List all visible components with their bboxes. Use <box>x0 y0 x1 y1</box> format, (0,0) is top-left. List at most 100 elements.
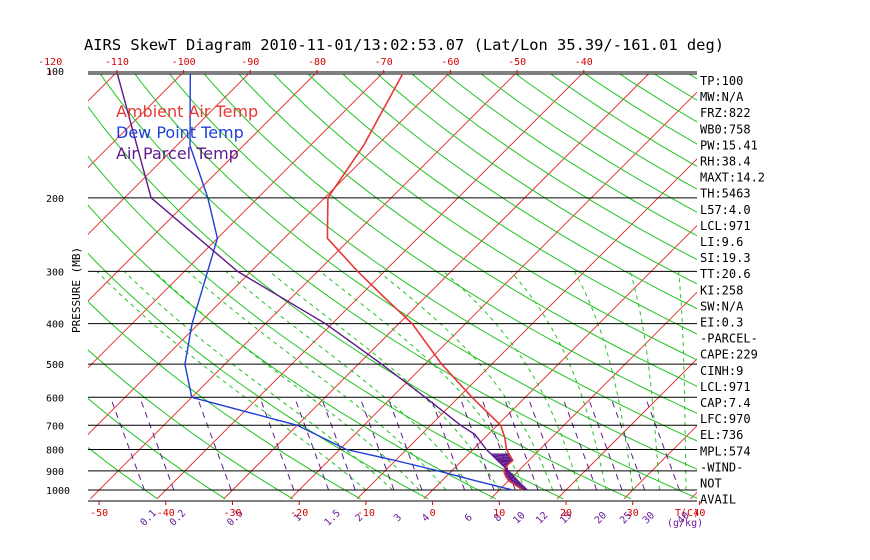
legend-item-dewpoint: Dew Point Temp <box>116 123 244 142</box>
mixing-ratio-line <box>259 397 295 491</box>
stability-index-item: RH:38.4 <box>700 155 751 169</box>
bottom-temp-tick-label: -10 <box>357 508 375 519</box>
stability-index-item: L57:4.0 <box>700 203 751 217</box>
mixing-ratio-line <box>320 397 356 491</box>
stability-index-item: NOT <box>700 477 722 491</box>
mixing-ratio-line <box>562 397 598 491</box>
dewpoint-line <box>184 74 513 491</box>
isotherm-line <box>0 53 3 499</box>
bottom-temp-tick-label: -30 <box>223 508 241 519</box>
bottom-temp-tick-label: 10 <box>493 508 505 519</box>
stability-index-item: SI:19.3 <box>700 251 751 265</box>
isotherm-line <box>356 158 697 500</box>
dry-adiabat-line <box>88 252 429 500</box>
isotherm-line <box>89 74 516 500</box>
mixing-ratio-tick-label: 1.5 <box>322 508 343 529</box>
dry-adiabat-line <box>88 105 632 500</box>
bottom-temp-unit: T(C) <box>675 508 699 519</box>
mixing-ratio-line <box>387 397 423 491</box>
stability-index-item: TP:100 <box>700 74 743 88</box>
mixing-ratio-tick-label: 6 <box>463 512 475 524</box>
moist-adiabat-line <box>629 271 660 491</box>
isotherm-line <box>88 74 316 302</box>
mixing-ratio-tick-label: 10 <box>511 510 527 526</box>
stability-index-item: EI:0.3 <box>700 316 743 330</box>
stability-index-item: MW:N/A <box>700 90 744 104</box>
bottom-temp-tick-label: -50 <box>90 508 108 519</box>
top-temp-tick-label: -110 <box>105 57 129 68</box>
ambient-temp-line <box>326 74 524 491</box>
dry-adiabat-line <box>88 446 158 500</box>
pressure-tick-label: 800 <box>46 445 64 456</box>
dry-adiabat-line <box>376 74 697 285</box>
top-temp-tick-label: -50 <box>508 57 526 68</box>
moist-adiabat-line <box>319 271 527 491</box>
mixing-ratio-line <box>139 397 175 491</box>
mixing-ratio-line <box>294 397 330 491</box>
pressure-tick-label: 900 <box>46 467 64 478</box>
moist-adiabat-line <box>225 271 474 491</box>
mixing-ratio-line <box>459 397 495 491</box>
stability-index-item: CAPE:229 <box>700 348 758 362</box>
isotherm-line <box>88 74 450 436</box>
dry-adiabat-line <box>446 74 697 237</box>
isotherm-line <box>88 74 183 169</box>
mixing-ratio-line <box>610 397 646 491</box>
mixing-ratio-tick-label: 12 <box>534 510 550 526</box>
stability-index-item: CAP:7.4 <box>700 396 751 410</box>
cape-hatch-diagonal <box>507 476 515 480</box>
stability-index-item: -WIND- <box>700 460 743 474</box>
isotherm-line <box>824 53 870 499</box>
isotherm-line <box>556 358 697 500</box>
dry-adiabat-line <box>273 74 697 361</box>
cape-hatch-diagonal <box>493 453 510 458</box>
bottom-temp-tick-label: -20 <box>290 508 308 519</box>
mixing-ratio-line <box>359 397 395 491</box>
dry-adiabat-line <box>688 74 697 80</box>
moist-adiabat-line <box>153 271 420 491</box>
moist-adiabat-line <box>573 271 634 491</box>
isotherm-line <box>757 53 870 499</box>
pressure-tick-label: 200 <box>46 194 64 205</box>
isotherm-line <box>88 74 383 369</box>
background-lines <box>0 53 870 500</box>
bottom-temp-tick-label: 0 <box>430 508 436 519</box>
top-temp-tick-label: -120 <box>38 57 62 68</box>
mixing-ratio-unit: (g/kg) <box>667 518 703 529</box>
bottom-temp-tick-label: 40 <box>693 508 705 519</box>
stability-index-item: LCL:971 <box>700 380 751 394</box>
moist-adiabat-line <box>443 271 580 491</box>
moist-adiabat-line <box>378 271 554 491</box>
dry-adiabat-line <box>307 74 697 335</box>
isotherm-line <box>490 291 697 500</box>
stability-index-item: LI:9.6 <box>700 235 743 249</box>
moist-adiabat-line <box>96 271 367 491</box>
dry-adiabat-line <box>480 74 697 213</box>
dry-adiabat-line <box>411 74 697 261</box>
y-axis-title: PRESSURE (MB) <box>70 247 83 333</box>
dry-adiabat-line <box>203 74 697 414</box>
pressure-tick-label: 400 <box>46 320 64 331</box>
legend-item-parcel: Air Parcel Temp <box>116 144 239 163</box>
mixing-ratio-line <box>503 397 539 491</box>
mixing-ratio-line <box>196 397 232 491</box>
stability-index-item: FRZ:822 <box>700 106 751 120</box>
legend: Ambient Air Temp Dew Point Temp Air Parc… <box>116 102 258 163</box>
dry-adiabat-line <box>88 155 564 500</box>
isotherm-line <box>423 224 697 500</box>
pressure-tick-label: 300 <box>46 267 64 278</box>
stability-index-item: PW:15.41 <box>700 138 758 152</box>
mixing-ratio-line <box>527 397 563 491</box>
stability-index-item: TH:5463 <box>700 187 751 201</box>
dry-adiabat-line <box>99 74 697 499</box>
mixing-ratio-tick-label: 30 <box>641 510 657 526</box>
stability-indices: TP:100 MW:N/A FRZ:822 WB0:758 PW:15.41 RH:38.… <box>700 74 765 507</box>
moist-adiabat-line <box>187 271 447 491</box>
mixing-ratio-line <box>430 397 466 491</box>
cape-hatch-diagonal <box>505 474 512 478</box>
pressure-tick-label: 500 <box>46 360 64 371</box>
chart-marks <box>49 70 700 505</box>
stability-index-item: MPL:574 <box>700 444 751 458</box>
bottom-temp-tick-label: 20 <box>560 508 572 519</box>
